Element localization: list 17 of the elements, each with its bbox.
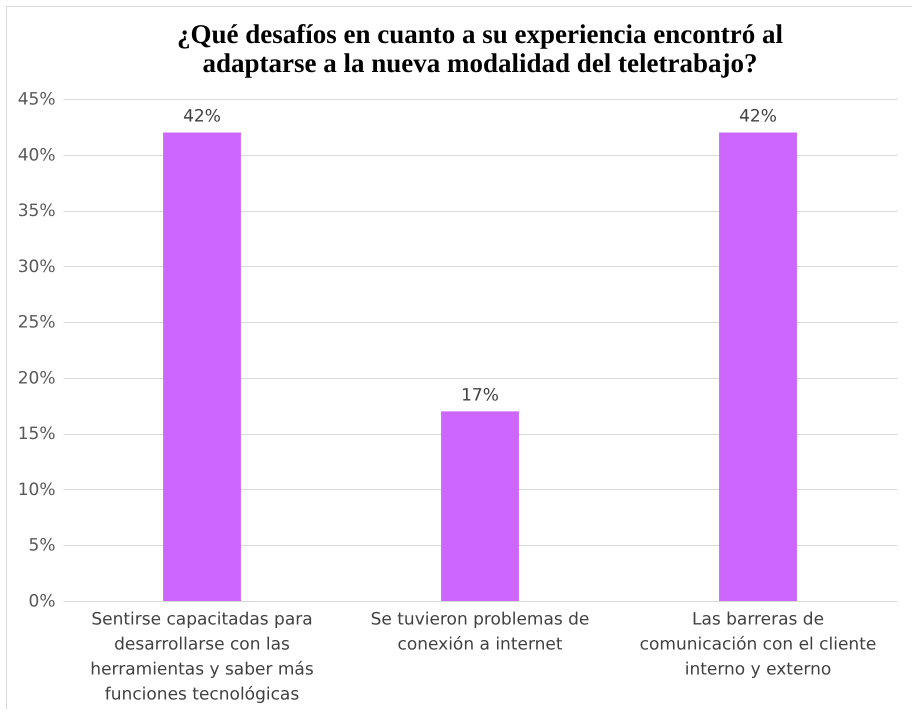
x-tick-label: Se tuvieron problemas de conexión a internet (370, 610, 590, 654)
y-tick-label: 35% (18, 201, 56, 222)
y-tick-label: 25% (18, 312, 56, 333)
y-tick-label: 5% (28, 536, 56, 556)
y-tick-label: 20% (18, 368, 56, 388)
x-tick-label: Las barreras de comunicación con el cliente interno y externo (640, 610, 876, 680)
y-tick-label: 40% (18, 145, 56, 166)
chart-title: ¿Qué desafíos en cuanto a su experiencia encontró al adaptarse a la nueva modalidad del teletrabajo? (177, 19, 784, 78)
y-tick-label: 10% (18, 480, 56, 500)
data-label: 17% (461, 385, 499, 406)
x-tick-label: Sentirse capacitadas para desarrollarse con las herramientas y saber más funciones tecnológicas (90, 610, 314, 704)
y-tick-label: 0% (28, 592, 56, 612)
data-label: 42% (739, 106, 777, 126)
data-label: 42% (183, 106, 221, 126)
y-tick-label: 45% (18, 90, 56, 110)
y-tick-label: 15% (18, 424, 56, 444)
y-tick-label: 30% (18, 256, 56, 277)
